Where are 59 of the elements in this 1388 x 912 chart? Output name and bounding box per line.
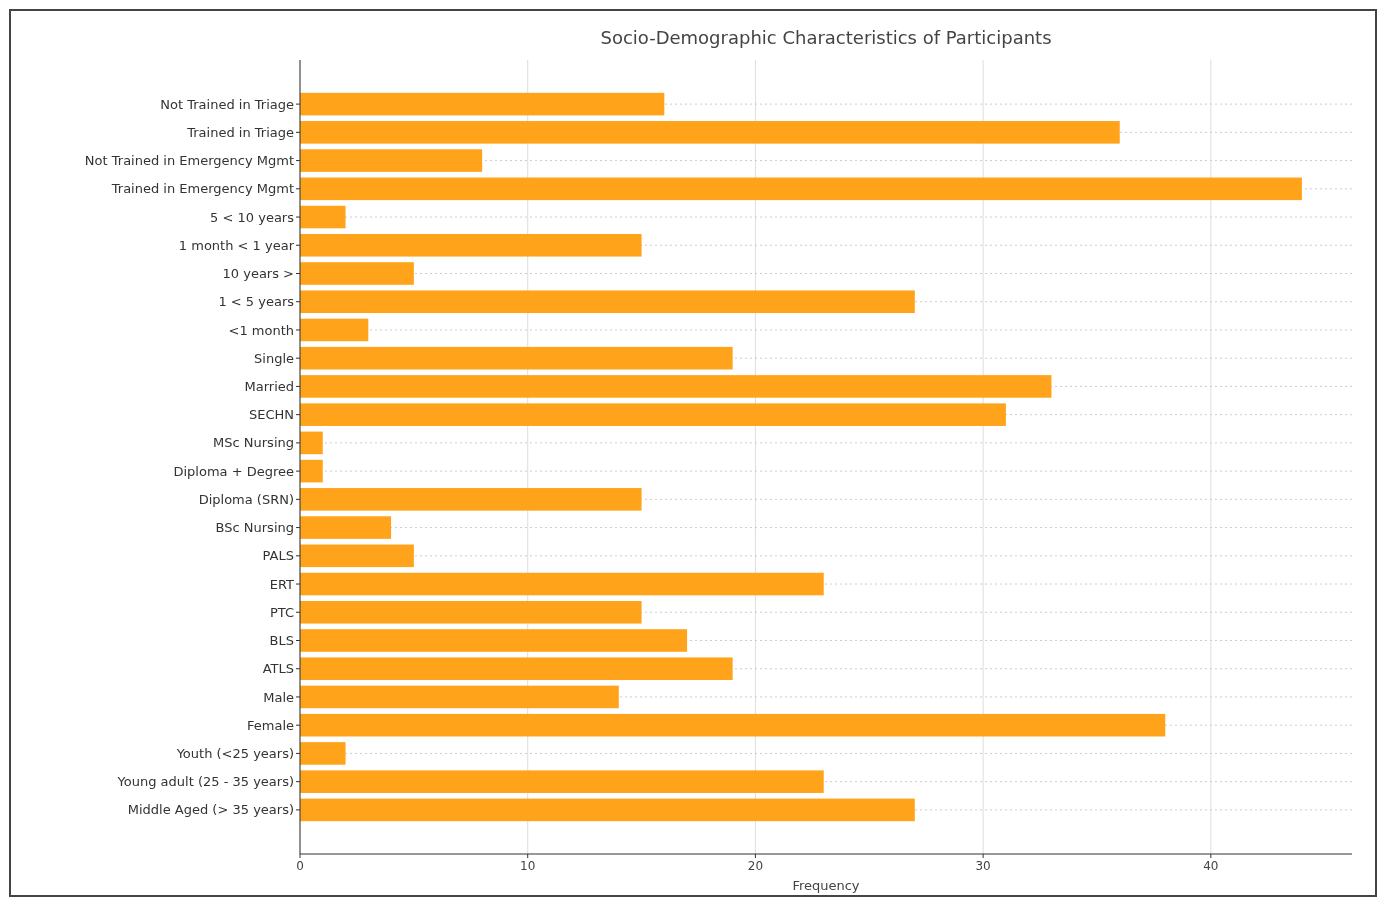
x-axis-title: Frequency (792, 878, 860, 893)
bar (300, 713, 1166, 737)
y-tick-label: Youth (<25 years) (175, 745, 294, 761)
y-tick-label: Male (263, 689, 294, 705)
bar (300, 685, 619, 709)
bar (300, 290, 915, 314)
y-tick-label: Young adult (25 - 35 years) (116, 774, 294, 790)
bar (300, 92, 665, 116)
y-tick-label: Married (244, 378, 294, 394)
bar (300, 318, 369, 342)
y-tick-label: BLS (269, 633, 294, 649)
y-tick-label: PTC (269, 604, 294, 620)
x-tick-label: 20 (747, 859, 764, 873)
bar (300, 770, 824, 793)
y-tick-label: PALS (262, 548, 294, 564)
y-tick-label: Trained in Triage (186, 124, 294, 140)
bar (300, 629, 688, 652)
y-tick-label: 1 month < 1 year (178, 237, 295, 253)
bar (300, 544, 414, 568)
bar (300, 516, 392, 539)
y-tick-label: ERT (269, 576, 295, 592)
bar (300, 375, 1052, 398)
bar (300, 488, 642, 511)
y-tick-label: Middle Aged (> 35 years) (127, 802, 294, 818)
y-tick-label: <1 month (228, 322, 294, 338)
x-tick-label: 10 (520, 859, 536, 873)
y-tick-label: Female (246, 717, 294, 733)
y-tick-label: SECHN (248, 407, 294, 423)
bar (300, 233, 642, 257)
y-tick-label: BSc Nursing (215, 520, 294, 536)
bar (300, 205, 346, 229)
bar (300, 149, 483, 172)
bar (300, 459, 323, 483)
bar (300, 600, 642, 624)
bar (300, 121, 1120, 144)
x-tick-label: 30 (975, 859, 991, 873)
y-tick-label: 10 years > (222, 266, 294, 282)
y-tick-label: Diploma (SRN) (198, 491, 294, 507)
y-tick-label: Trained in Emergency Mgmt (110, 181, 294, 197)
bar (300, 572, 824, 596)
bar (300, 657, 733, 681)
bar (300, 177, 1302, 201)
x-tick-label: 40 (1203, 859, 1219, 873)
x-tick-label: 0 (296, 859, 304, 873)
chart-title: Socio-Demographic Characteristics of Participants (600, 27, 1052, 48)
bar (300, 346, 733, 370)
bar (300, 431, 323, 455)
y-tick-label: ATLS (262, 661, 294, 677)
y-tick-label: MSc Nursing (213, 435, 294, 451)
bar (300, 798, 915, 822)
bar (300, 403, 1006, 426)
y-tick-label: 1 < 5 years (218, 294, 295, 310)
y-tick-label: Diploma + Degree (173, 463, 294, 479)
bar (300, 742, 346, 765)
bar (300, 262, 414, 285)
y-tick-label: 5 < 10 years (210, 209, 295, 225)
y-tick-label: Single (254, 350, 294, 366)
y-tick-label: Not Trained in Emergency Mgmt (84, 153, 294, 169)
y-tick-label: Not Trained in Triage (160, 96, 294, 112)
